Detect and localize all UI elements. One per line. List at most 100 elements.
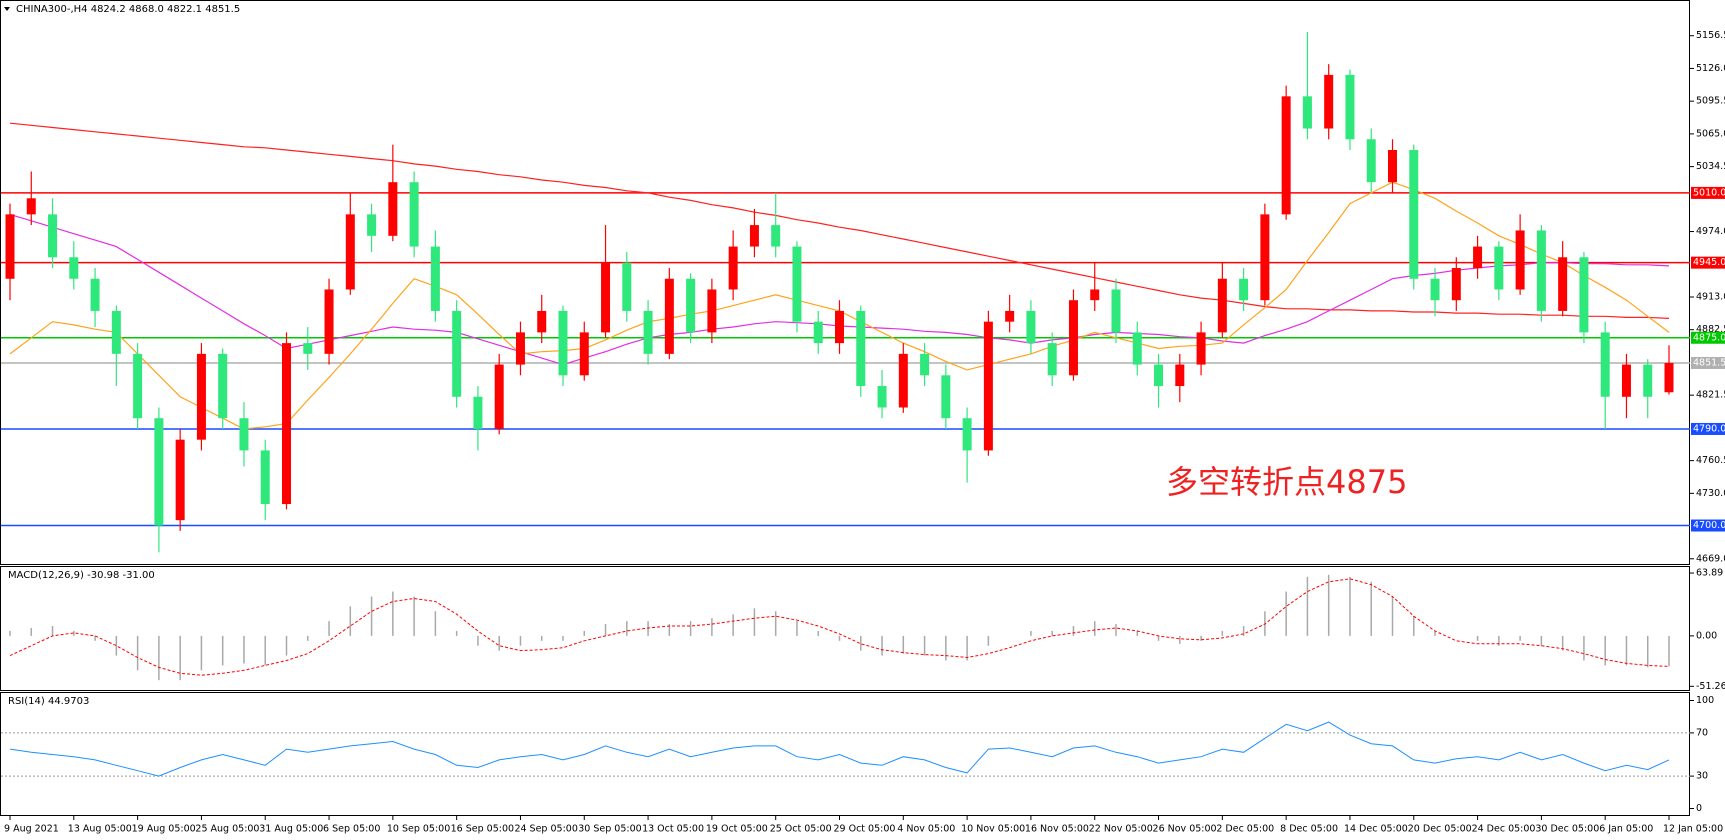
- y-tick-label: 5095.5: [1696, 96, 1725, 107]
- x-tick-label: 19 Aug 05:00: [132, 824, 196, 835]
- candle-body: [1175, 364, 1185, 387]
- candle-body: [856, 310, 866, 387]
- candle-body: [1047, 343, 1057, 376]
- candle-body: [1579, 257, 1589, 333]
- candle-body: [1154, 364, 1164, 387]
- x-tick-label: 25 Oct 05:00: [770, 824, 832, 835]
- candle-body: [515, 332, 525, 365]
- candle-body: [835, 310, 844, 344]
- candle-body: [1430, 278, 1440, 301]
- x-tick-label: 6 Sep 05:00: [323, 824, 380, 835]
- x-tick-label: 2 Dec 05:00: [1216, 824, 1274, 835]
- candle-body: [1643, 364, 1653, 397]
- rsi-line: [9, 721, 1670, 777]
- main-panel-frame: [0, 0, 1690, 565]
- candle-body: [1196, 332, 1206, 365]
- candle-body: [48, 214, 58, 258]
- candle-body: [1302, 96, 1312, 129]
- x-tick-label: 14 Dec 05:00: [1344, 824, 1408, 835]
- candle-body: [1558, 257, 1568, 311]
- rsi-panel-frame: [0, 692, 1690, 816]
- candle-body: [728, 246, 738, 290]
- level-label-box: [1691, 519, 1725, 532]
- x-tick-label: 24 Sep 05:00: [514, 824, 577, 835]
- candle-body: [111, 310, 121, 354]
- candle-body: [643, 310, 653, 354]
- y-tick-label: 63.89: [1696, 568, 1723, 579]
- candle-body: [196, 353, 206, 440]
- candle-body: [792, 246, 802, 322]
- candle-body: [26, 198, 36, 215]
- y-tick-label: 4730.0: [1696, 488, 1725, 499]
- level-label-box: [1691, 331, 1725, 344]
- chart-title: CHINA300-,H4 4824.2 4868.0 4822.1 4851.5: [16, 4, 240, 15]
- candle-body: [664, 278, 674, 354]
- y-tick-label: 4974.0: [1696, 226, 1725, 237]
- x-tick-label: 10 Sep 05:00: [387, 824, 450, 835]
- candle-body: [175, 439, 185, 521]
- level-label-box: [1691, 186, 1725, 199]
- y-tick-label: 70: [1696, 727, 1708, 738]
- candle-body: [622, 262, 632, 311]
- level-label: 4790.0: [1693, 423, 1725, 434]
- candle-body: [388, 182, 398, 236]
- candle-body: [1345, 74, 1355, 140]
- candle-body: [1366, 139, 1376, 183]
- x-tick-label: 22 Nov 05:00: [1089, 824, 1153, 835]
- candle-body: [133, 353, 143, 419]
- candle-body: [1111, 289, 1121, 333]
- y-tick-label: 4821.5: [1696, 390, 1725, 401]
- x-tick-label: 8 Dec 05:00: [1280, 824, 1338, 835]
- candle-body: [1026, 310, 1036, 344]
- macd-title: MACD(12,26,9) -30.98 -31.00: [8, 570, 155, 581]
- level-label: 4945.0: [1693, 257, 1725, 268]
- candle-body: [537, 310, 547, 333]
- candle-body: [367, 214, 377, 236]
- y-tick-label: -51.26: [1696, 681, 1725, 692]
- candle-body: [473, 396, 483, 429]
- x-tick-label: 12 Jan 05:00: [1663, 824, 1723, 835]
- candle-body: [558, 310, 568, 376]
- y-tick-label: 0: [1696, 803, 1702, 814]
- candle-body: [69, 257, 79, 279]
- annotation: 多空转折点4875: [1166, 463, 1407, 501]
- candle-body: [1515, 230, 1525, 290]
- candle-body: [1239, 278, 1249, 301]
- candle-body: [260, 450, 270, 505]
- level-label-box: [1691, 356, 1725, 369]
- x-tick-label: 6 Jan 05:00: [1599, 824, 1653, 835]
- level-label: 5010.0: [1693, 187, 1725, 198]
- collapse-arrow[interactable]: [4, 7, 10, 11]
- candle-body: [1451, 268, 1461, 301]
- candle-body: [579, 332, 589, 376]
- x-tick-label: 30 Dec 05:00: [1535, 824, 1599, 835]
- level-label-box: [1691, 422, 1725, 435]
- candle-body: [898, 353, 908, 408]
- candle-body: [962, 418, 972, 451]
- x-tick-label: 31 Aug 05:00: [259, 824, 323, 835]
- x-tick-label: 29 Oct 05:00: [834, 824, 896, 835]
- candle-body: [1281, 96, 1291, 215]
- candle-body: [282, 343, 291, 505]
- candle-body: [1068, 300, 1078, 376]
- y-tick-label: 4760.5: [1696, 455, 1725, 466]
- x-tick-label: 25 Aug 05:00: [195, 824, 259, 835]
- x-tick-label: 24 Dec 05:00: [1472, 824, 1536, 835]
- candle-body: [1217, 278, 1227, 333]
- y-tick-label: 5034.5: [1696, 161, 1725, 172]
- candle-body: [1536, 230, 1546, 311]
- candle-body: [1409, 149, 1419, 279]
- candle-body: [239, 418, 249, 451]
- candle-body: [1090, 289, 1100, 301]
- x-tick-label: 13 Oct 05:00: [642, 824, 704, 835]
- candle-body: [90, 278, 100, 311]
- level-label: 4851.5: [1693, 357, 1725, 368]
- candle-body: [686, 278, 696, 333]
- candle-body: [1388, 149, 1397, 183]
- candle-body: [749, 225, 759, 247]
- candle-body: [707, 289, 717, 333]
- candle-body: [920, 353, 930, 376]
- candle-body: [941, 375, 951, 419]
